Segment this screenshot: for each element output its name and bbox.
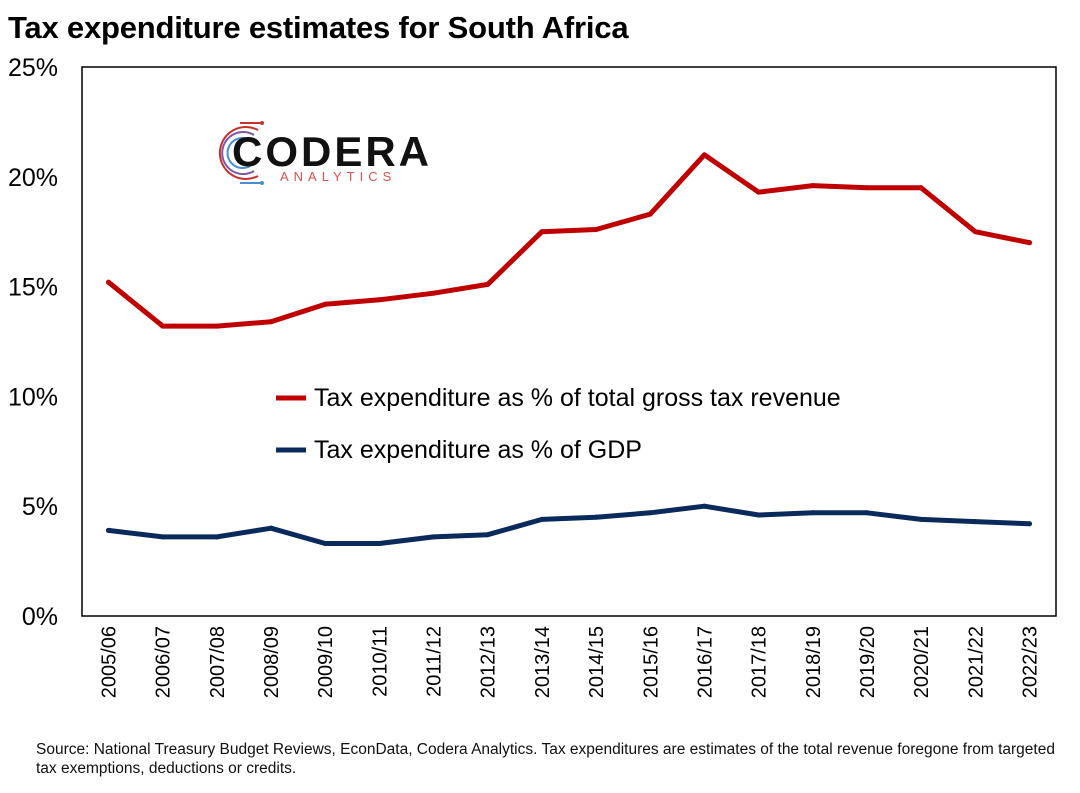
logo-subtext: ANALYTICS — [280, 169, 396, 184]
x-tick-label: 2021/22 — [965, 626, 987, 698]
data-point — [376, 541, 382, 547]
source-note: Source: National Treasury Budget Reviews… — [36, 741, 1055, 777]
data-point — [485, 281, 491, 287]
x-tick-label: 2005/06 — [99, 626, 121, 698]
data-point — [647, 211, 653, 217]
y-tick-label: 10% — [8, 383, 58, 411]
data-point — [160, 534, 166, 540]
data-point — [972, 519, 978, 525]
y-tick-label: 15% — [8, 274, 58, 302]
data-point — [701, 503, 707, 509]
x-tick-label: 2008/09 — [261, 626, 283, 698]
data-point — [593, 514, 599, 520]
series-line-gdp — [106, 503, 1032, 546]
y-tick-label: 25% — [8, 54, 58, 82]
data-point — [701, 152, 707, 158]
data-point — [593, 227, 599, 233]
x-tick-label: 2018/19 — [803, 626, 825, 698]
x-tick-label: 2010/11 — [369, 626, 391, 697]
plot-area — [81, 66, 1057, 617]
data-point — [160, 323, 166, 329]
legend-label-gdp: Tax expenditure as % of GDP — [314, 436, 642, 464]
x-tick-label: 2012/13 — [478, 626, 500, 698]
data-point — [431, 290, 437, 296]
data-point — [1027, 521, 1032, 527]
x-tick-label: 2020/21 — [911, 626, 933, 698]
data-point — [214, 323, 220, 329]
data-point — [214, 534, 220, 540]
data-point — [322, 541, 328, 547]
logo-text: CODERA — [232, 128, 432, 175]
x-tick-label: 2015/16 — [640, 626, 662, 698]
data-point — [268, 319, 274, 325]
legend-label-revenue: Tax expenditure as % of total gross tax … — [314, 384, 841, 412]
data-point — [918, 185, 924, 191]
data-point — [756, 512, 762, 518]
data-point — [810, 183, 816, 189]
series-line-revenue — [106, 152, 1032, 329]
data-point — [647, 510, 653, 516]
y-axis: 0% 5% 10% 15% 20% 25% — [8, 54, 58, 631]
y-tick-label: 20% — [8, 164, 58, 192]
data-point — [972, 229, 978, 235]
data-point — [376, 297, 382, 303]
chart-title: Tax expenditure estimates for South Afri… — [8, 10, 629, 45]
data-point — [322, 301, 328, 307]
series-lines — [106, 152, 1032, 547]
x-tick-label: 2019/20 — [857, 626, 879, 698]
y-tick-label: 0% — [22, 603, 58, 631]
logo-mark — [218, 121, 264, 185]
x-tick-label: 2022/23 — [1020, 626, 1042, 698]
data-point — [810, 510, 816, 516]
codera-logo: CODERA ANALYTICS — [218, 121, 432, 185]
data-point — [106, 527, 111, 533]
x-tick-label: 2017/18 — [749, 626, 771, 698]
data-point — [106, 279, 111, 285]
data-point — [756, 189, 762, 195]
data-point — [431, 534, 437, 540]
data-point — [864, 185, 870, 191]
data-point — [485, 532, 491, 538]
x-axis: 2005/06 2006/07 2007/08 2008/09 2009/10 2010/… — [99, 626, 1042, 698]
x-tick-label: 2011/12 — [424, 626, 446, 697]
data-point — [1027, 240, 1032, 246]
legend: Tax expenditure as % of total gross tax … — [276, 384, 841, 464]
x-tick-label: 2013/14 — [532, 626, 554, 698]
data-point — [539, 229, 545, 235]
data-point — [539, 516, 545, 522]
data-point — [268, 525, 274, 531]
x-tick-label: 2014/15 — [586, 626, 608, 698]
x-tick-label: 2006/07 — [153, 626, 175, 698]
x-tick-label: 2009/10 — [315, 626, 337, 698]
data-point — [918, 516, 924, 522]
x-tick-label: 2016/17 — [694, 626, 716, 698]
x-tick-label: 2007/08 — [207, 626, 229, 698]
y-tick-label: 5% — [22, 493, 58, 521]
data-point — [864, 510, 870, 516]
